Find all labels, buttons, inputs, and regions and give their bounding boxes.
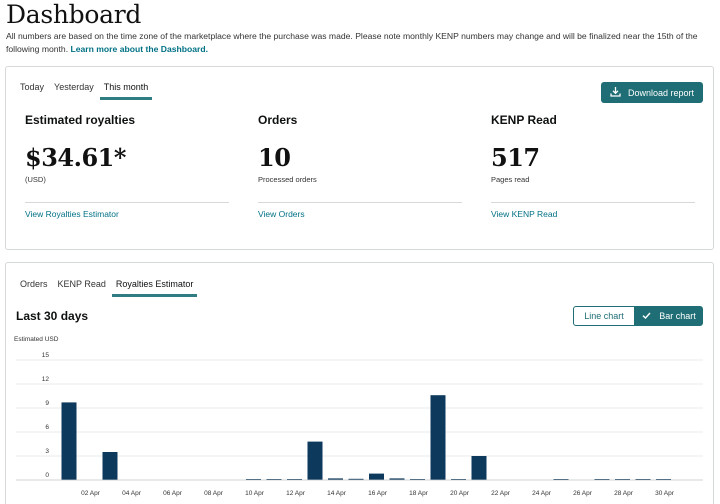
metric-divider [258,202,462,203]
x-tick-label: 10 Apr [245,490,265,497]
bar-chart-label: Bar chart [659,311,696,321]
y-tick-label: 15 [42,352,50,359]
bar [266,479,282,480]
metric-divider [491,202,695,203]
bar [410,479,425,480]
x-tick-label: 22 Apr [491,490,511,497]
y-axis-label: Estimated USD [14,336,59,343]
metric-subtitle: (USD) [25,175,46,184]
bar [430,395,446,480]
bar [328,478,343,480]
chart-type-toggle: Line chart Bar chart [573,306,703,326]
x-tick-label: 30 Apr [655,490,675,497]
bar-chart-button[interactable]: Bar chart [635,306,703,326]
checkmark-icon [642,311,651,322]
bar [451,479,466,480]
x-tick-label: 14 Apr [327,490,347,497]
summary-card: Today Yesterday This month Download repo… [5,66,714,250]
tab-this-month[interactable]: This month [99,82,153,100]
metric-estimated-royalties: Estimated royalties $34.61* (USD) View R… [25,113,229,219]
x-tick-label: 28 Apr [614,490,634,497]
bar [369,473,384,480]
bar [553,479,569,480]
bar [61,402,77,480]
learn-more-link[interactable]: Learn more about the Dashboard. [70,44,209,54]
page-note: All numbers are based on the time zone o… [6,30,711,56]
x-tick-label: 06 Apr [163,490,183,497]
y-tick-label: 12 [42,376,50,383]
report-tabs: Orders KENP Read Royalties Estimator [16,279,199,297]
tab-kenp-read[interactable]: KENP Read [57,279,106,289]
bar [102,452,118,480]
view-kenp-read-link[interactable]: View KENP Read [491,209,558,219]
x-tick-label: 18 Apr [409,490,429,497]
chart-title: Last 30 days [16,309,89,323]
x-tick-label: 08 Apr [204,490,224,497]
bar [307,441,323,480]
y-tick-label: 0 [45,472,49,479]
x-tick-label: 04 Apr [122,490,142,497]
line-chart-button[interactable]: Line chart [573,306,635,326]
period-tabs: Today Yesterday This month [16,82,154,100]
metric-subtitle: Pages read [491,175,530,184]
x-tick-label: 12 Apr [286,490,306,497]
x-tick-label: 16 Apr [368,490,388,497]
download-icon [610,86,621,99]
bar [635,479,651,480]
bar [389,478,405,480]
metric-value: 517 [491,143,540,172]
metric-title: Estimated royalties [25,113,136,127]
download-report-label: Download report [627,87,695,98]
tab-yesterday[interactable]: Yesterday [54,82,94,92]
y-tick-label: 3 [45,448,49,455]
metric-divider [25,202,229,203]
report-card: Orders KENP Read Royalties Estimator Las… [5,262,714,504]
bar [471,456,487,480]
tab-royalties-estimator[interactable]: Royalties Estimator [111,279,198,297]
page-title: Dashboard [6,0,142,29]
metric-title: KENP Read [491,113,557,127]
bar [594,479,610,480]
metric-kenp-read: KENP Read 517 Pages read View KENP Read [491,113,695,219]
metric-value: 10 [258,143,291,172]
bar [246,479,261,480]
view-royalties-estimator-link[interactable]: View Royalties Estimator [25,209,119,219]
x-tick-label: 24 Apr [532,490,552,497]
bar [287,479,302,480]
bar [656,479,671,480]
y-tick-label: 9 [45,400,49,407]
tab-today[interactable]: Today [20,82,45,92]
x-tick-label: 20 Apr [450,490,470,497]
bar [348,478,364,480]
note-text: All numbers are based on the time zone o… [6,31,698,54]
x-tick-label: 26 Apr [573,490,593,497]
metric-orders: Orders 10 Processed orders View Orders [258,113,462,219]
y-tick-label: 6 [45,424,49,431]
view-orders-link[interactable]: View Orders [258,209,305,219]
metric-value: $34.61* [25,143,126,172]
tab-orders[interactable]: Orders [20,279,48,289]
metric-title: Orders [258,113,298,127]
royalties-bar-chart: Estimated USD 0 3 6 9 12 15 02 Apr 04 Apr 06 Apr 0… [14,336,703,497]
metric-subtitle: Processed orders [258,175,317,184]
x-tick-label: 02 Apr [81,490,101,497]
bar [615,479,630,480]
download-report-button[interactable]: Download report [601,82,703,103]
